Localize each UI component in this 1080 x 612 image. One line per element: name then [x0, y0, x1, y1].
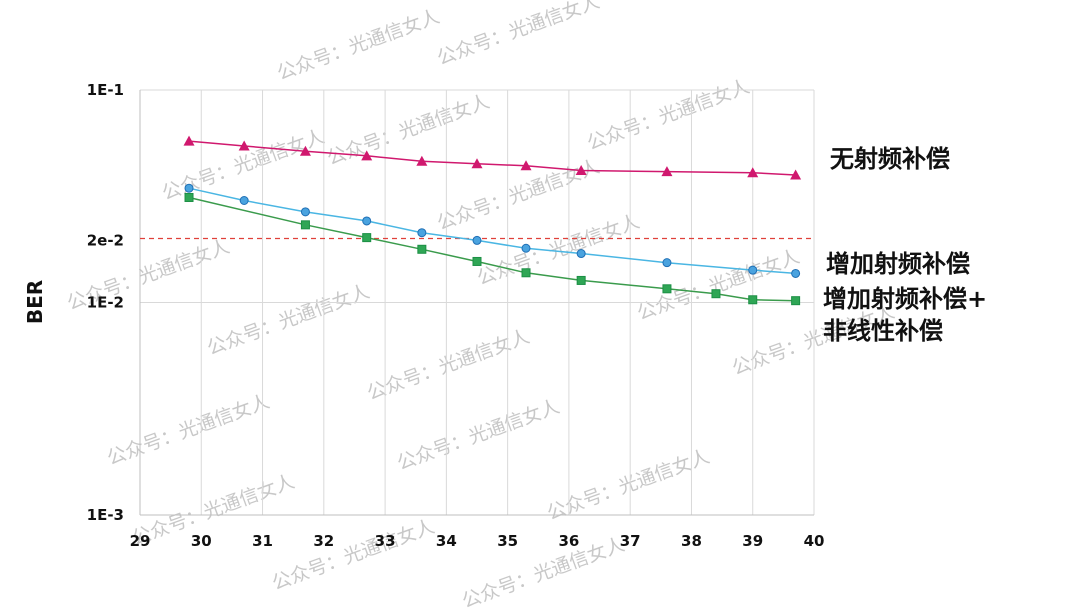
data-point-triangle	[299, 145, 311, 156]
y-tick-label: 1E-1	[87, 81, 124, 99]
watermark-text: 公众号：光通信女人	[159, 126, 327, 205]
x-tick-label: 35	[497, 532, 518, 550]
data-point-square	[417, 244, 427, 254]
watermark-text: 公众号：光通信女人	[204, 281, 372, 360]
data-point-circle	[748, 265, 758, 275]
data-point-circle	[362, 216, 372, 226]
watermark-text: 公众号：光通信女人	[394, 396, 562, 475]
x-tick-label: 38	[681, 532, 702, 550]
watermark-text: 公众号：光通信女人	[269, 516, 437, 595]
data-point-circle	[521, 243, 531, 253]
watermark-text: 公众号：光通信女人	[434, 0, 602, 70]
data-point-triangle	[416, 155, 428, 166]
watermark-text: 公众号：光通信女人	[584, 76, 752, 155]
x-tick-label: 33	[375, 532, 396, 550]
data-point-square	[184, 192, 194, 202]
watermark-layer: 公众号：光通信女人公众号：光通信女人公众号：光通信女人公众号：光通信女人公众号：…	[64, 0, 897, 612]
data-point-square	[791, 296, 801, 306]
x-tick-label: 30	[191, 532, 212, 550]
series-2	[184, 192, 801, 306]
data-point-circle	[184, 183, 194, 193]
x-tick-label: 36	[558, 532, 579, 550]
series-1	[184, 183, 801, 278]
data-point-triangle	[747, 167, 759, 178]
series-label-rf-compensation: 增加射频补偿	[826, 248, 970, 280]
data-point-square	[662, 284, 672, 294]
data-point-square	[362, 233, 372, 243]
data-point-triangle	[471, 158, 483, 169]
data-point-square	[472, 256, 482, 266]
x-tick-label: 29	[130, 532, 151, 550]
x-tick-label: 39	[742, 532, 763, 550]
data-point-triangle	[520, 160, 532, 171]
data-point-triangle	[361, 150, 373, 161]
data-point-circle	[576, 249, 586, 259]
series-layer	[183, 135, 802, 306]
series-0	[183, 135, 802, 180]
x-tick-label: 34	[436, 532, 457, 550]
data-point-circle	[300, 207, 310, 217]
x-tick-label: 31	[252, 532, 273, 550]
watermark-text: 公众号：光通信女人	[459, 534, 627, 608]
data-point-circle	[662, 258, 672, 268]
watermark-text: 公众号：光通信女人	[324, 91, 492, 170]
data-point-square	[711, 289, 721, 299]
data-point-square	[748, 295, 758, 305]
y-tick-label: 2e-2	[87, 232, 124, 250]
watermark-text: 公众号：光通信女人	[544, 446, 712, 525]
x-axis-tick-labels: 29 30 31 32 33 34 35 36 37 38 39 40	[130, 532, 825, 550]
data-point-square	[521, 268, 531, 278]
data-point-triangle	[790, 169, 802, 180]
chart-grid	[139, 89, 815, 516]
data-point-triangle	[575, 165, 587, 176]
data-point-triangle	[183, 135, 195, 146]
data-point-circle	[239, 195, 249, 205]
watermark-text: 公众号：光通信女人	[634, 246, 802, 325]
data-point-square	[300, 220, 310, 230]
watermark-text: 公众号：光通信女人	[434, 156, 602, 235]
x-tick-label: 40	[804, 532, 825, 550]
x-tick-label: 37	[620, 532, 641, 550]
x-tick-label: 32	[313, 532, 334, 550]
series-label-line: 无射频补偿	[830, 145, 950, 173]
data-point-circle	[791, 268, 801, 278]
watermark-text: 公众号：光通信女人	[104, 391, 272, 470]
y-axis-tick-labels: 1E-1 2e-2 1E-2 1E-3	[87, 81, 124, 524]
y-axis-label: BER	[23, 280, 47, 324]
data-point-circle	[472, 235, 482, 245]
watermark-text: 公众号：光通信女人	[274, 6, 442, 85]
data-point-triangle	[238, 140, 250, 151]
data-point-circle	[417, 228, 427, 238]
series-label-line: 增加射频补偿+	[823, 285, 988, 313]
data-point-triangle	[661, 166, 673, 177]
y-tick-label: 1E-2	[87, 294, 124, 312]
series-label-rf-and-nonlinear-compensation: 增加射频补偿+ 非线性补偿	[823, 283, 987, 347]
series-label-no-rf-compensation: 无射频补偿	[830, 143, 950, 175]
y-tick-label: 1E-3	[87, 506, 124, 524]
data-point-square	[576, 275, 586, 285]
series-label-line: 增加射频补偿	[826, 250, 970, 278]
series-label-line: 非线性补偿	[823, 317, 943, 345]
